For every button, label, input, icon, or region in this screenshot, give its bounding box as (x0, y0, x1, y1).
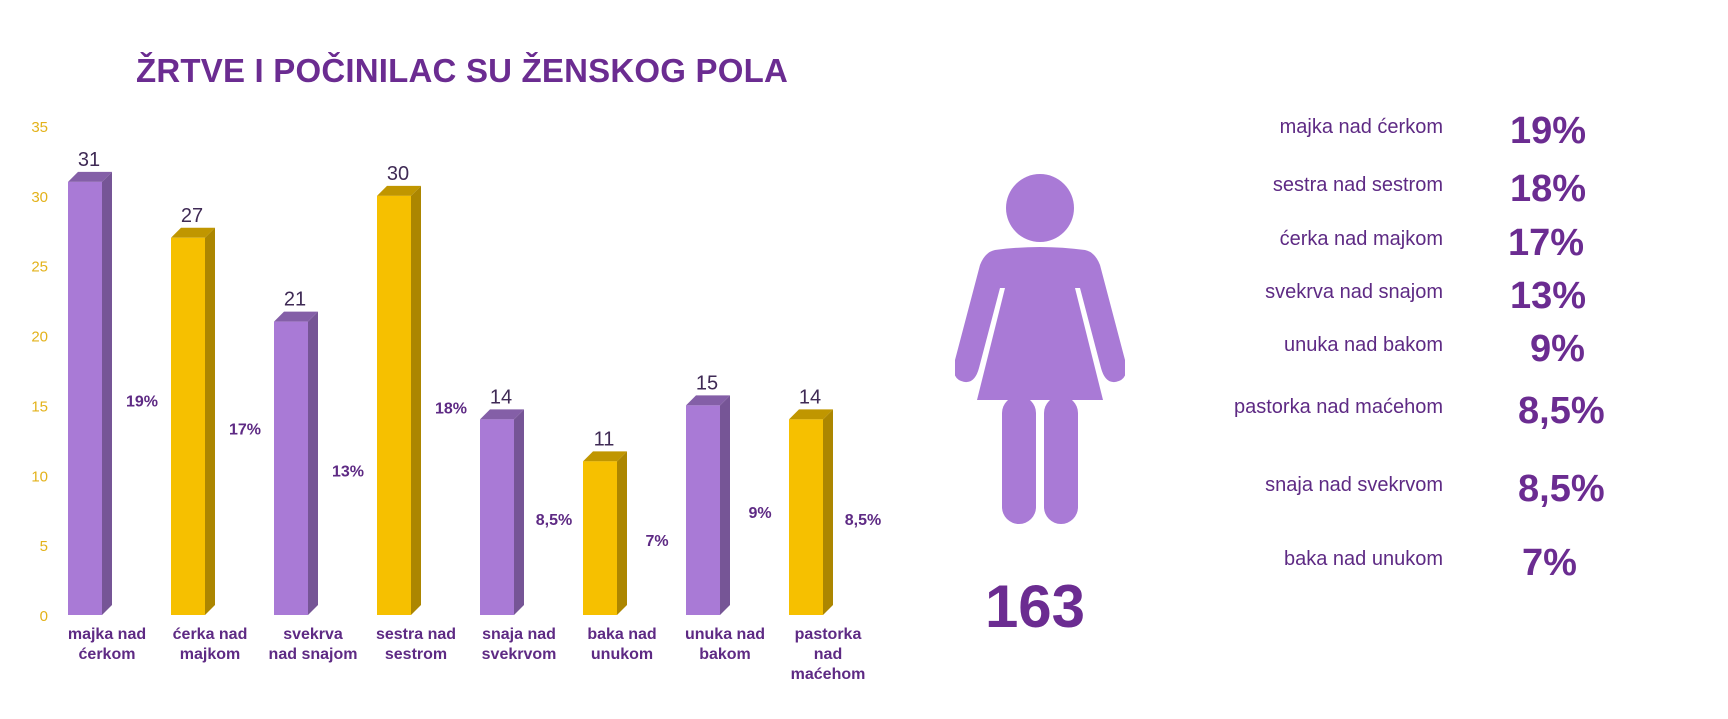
bar (480, 419, 514, 615)
legend-row: ćerka nad majkom 17% (0, 222, 1728, 272)
legend-row: majka nad ćerkom 19% (0, 110, 1728, 160)
bar (171, 237, 205, 615)
bar (789, 419, 823, 615)
bar-top (274, 311, 318, 322)
y-tick-label: 5 (40, 538, 48, 555)
bar-side (823, 409, 833, 615)
category-label: unuka nad (685, 626, 765, 643)
legend-label: majka nad ćerkom (1279, 116, 1443, 138)
y-tick-label: 10 (31, 468, 48, 485)
bar-value-label: 27 (181, 205, 203, 227)
legend-percent: 8,5% (1518, 468, 1605, 510)
bar-top (68, 171, 112, 182)
woman-figure-icon (955, 174, 1125, 524)
legend-label: unuka nad bakom (1283, 334, 1443, 356)
bar-side (205, 227, 215, 615)
bar-chart: 0 5 10 15 20 25 30 35 31 19% majka nad ćerkom 27 17% ć… (31, 119, 881, 683)
category-label: svekrva (283, 626, 343, 643)
bar-side (514, 409, 524, 615)
bar-top (171, 227, 215, 238)
bar-side (411, 185, 421, 615)
bar-percent-label: 7% (645, 533, 668, 550)
y-tick-label: 15 (31, 398, 48, 415)
bar-top (686, 395, 730, 406)
bar-top (789, 409, 833, 420)
legend-row: unuka nad bakom 9% (0, 328, 1728, 378)
bar-percent-label: 17% (229, 421, 261, 438)
legend-percent: 9% (1530, 328, 1585, 370)
legend-row: snaja nad svekrvom 8,5% (0, 468, 1728, 518)
bar (377, 195, 411, 615)
category-label: snaja nad (482, 626, 556, 643)
bar-value-label: 14 (799, 386, 821, 408)
bar-percent-label: 13% (332, 463, 364, 480)
bar-value-label: 14 (490, 386, 512, 408)
legend-label: snaja nad svekrvom (1265, 474, 1443, 496)
category-label: ćerka nad (173, 626, 248, 643)
bar-top (583, 451, 627, 462)
legend-percent: 7% (1522, 542, 1577, 584)
chart-title: ŽRTVE I POČINILAC SU ŽENSKOG POLA (136, 52, 788, 89)
legend-label: baka nad unukom (1283, 548, 1443, 570)
total-count: 163 (984, 573, 1086, 640)
category-label: majka nad (68, 626, 146, 643)
bar-side (617, 451, 627, 615)
legend-label: ćerka nad majkom (1279, 228, 1443, 250)
bar-side (102, 171, 112, 615)
legend-label: pastorka nad maćehom (1233, 396, 1443, 418)
bar-percent-label: 9% (748, 505, 771, 522)
category-label: unukom (591, 646, 653, 663)
category-label: baka nad (587, 626, 656, 643)
legend-percent: 17% (1508, 222, 1585, 264)
legend-percent: 19% (1510, 110, 1587, 152)
category-label: nad (814, 646, 842, 663)
bar-percent-label: 19% (126, 393, 158, 410)
bar-top (377, 185, 421, 196)
bar (68, 181, 102, 615)
bar-percent-label: 18% (435, 400, 467, 417)
category-label: svekrvom (482, 646, 557, 663)
bar-value-label: 15 (696, 372, 718, 394)
bar (583, 461, 617, 615)
bar (274, 321, 308, 615)
legend-percent: 18% (1510, 168, 1587, 210)
category-label: majkom (180, 646, 240, 663)
y-tick-label: 25 (31, 259, 48, 276)
legend-row: sestra nad sestrom 18% (0, 168, 1728, 218)
legend-row: svekrva nad snajom 13% (0, 275, 1728, 325)
legend-label: sestra nad sestrom (1272, 174, 1443, 196)
bar-value-label: 11 (594, 428, 615, 450)
category-label: sestrom (385, 646, 447, 663)
bar-side (308, 311, 318, 615)
y-tick-label: 35 (31, 119, 48, 136)
bar-value-label: 30 (387, 163, 409, 185)
category-label: ćerkom (79, 646, 136, 663)
bar-percent-label: 8,5% (536, 512, 572, 529)
bar-side (720, 395, 730, 615)
category-label: maćehom (791, 666, 866, 683)
y-tick-label: 20 (31, 329, 48, 346)
bar-percent-label: 8,5% (845, 512, 881, 529)
legend-row: baka nad unukom 7% (0, 542, 1728, 592)
legend-label: svekrva nad snajom (1265, 281, 1443, 303)
bar (686, 405, 720, 615)
bar-top (480, 409, 524, 420)
category-label: nad snajom (269, 646, 358, 663)
category-label: bakom (699, 646, 751, 663)
category-label: pastorka (795, 626, 862, 643)
legend-row: pastorka nad maćehom 8,5% (0, 390, 1728, 440)
bar-value-label: 31 (78, 149, 100, 171)
bar-value-label: 21 (284, 289, 306, 311)
y-tick-label: 0 (40, 608, 48, 625)
category-label: sestra nad (376, 626, 456, 643)
y-tick-label: 30 (31, 189, 48, 206)
legend-percent: 13% (1510, 275, 1587, 317)
legend-percent: 8,5% (1518, 390, 1605, 432)
